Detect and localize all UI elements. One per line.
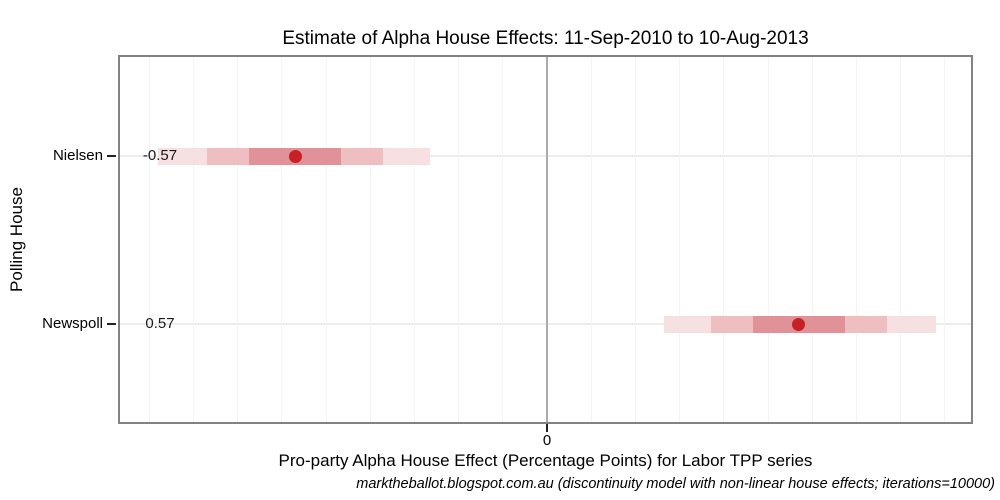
minor-gridline bbox=[811, 55, 813, 424]
x-tick-label-0: 0 bbox=[542, 432, 552, 449]
minor-gridline bbox=[281, 55, 283, 424]
x-tick-0 bbox=[546, 424, 548, 432]
y-axis-title: Polling House bbox=[7, 187, 26, 292]
y-tick-nielsen bbox=[107, 155, 116, 157]
x-axis-title: Pro-party Alpha House Effect (Percentage… bbox=[278, 451, 813, 470]
minor-gridline bbox=[855, 55, 857, 424]
minor-gridline bbox=[679, 55, 681, 424]
minor-gridline bbox=[944, 55, 946, 424]
minor-gridline bbox=[767, 55, 769, 424]
zero-gridline bbox=[546, 55, 548, 424]
minor-gridline bbox=[192, 55, 194, 424]
estimate-label-newspoll: 0.57 bbox=[145, 315, 175, 332]
y-tick-label-nielsen: Nielsen bbox=[52, 147, 103, 164]
minor-gridline bbox=[502, 55, 504, 424]
chart-title: Estimate of Alpha House Effects: 11-Sep-… bbox=[282, 28, 809, 49]
minor-gridline bbox=[148, 55, 150, 424]
estimate-label-nielsen: -0.57 bbox=[142, 147, 178, 164]
estimate-dot-nielsen bbox=[288, 149, 302, 163]
y-tick-label-newspoll: Newspoll bbox=[42, 315, 103, 332]
minor-gridline bbox=[634, 55, 636, 424]
row-gridline-newspoll bbox=[118, 323, 973, 325]
minor-gridline bbox=[590, 55, 592, 424]
y-tick-newspoll bbox=[107, 323, 116, 325]
minor-gridline bbox=[458, 55, 460, 424]
estimate-dot-newspoll bbox=[792, 317, 806, 331]
chart-caption: marktheballot.blogspot.com.au (discontin… bbox=[356, 476, 995, 492]
minor-gridline bbox=[369, 55, 371, 424]
minor-gridline bbox=[900, 55, 902, 424]
row-gridline-nielsen bbox=[118, 155, 973, 157]
minor-gridline bbox=[723, 55, 725, 424]
minor-gridline bbox=[413, 55, 415, 424]
minor-gridline bbox=[237, 55, 239, 424]
minor-gridline bbox=[325, 55, 327, 424]
